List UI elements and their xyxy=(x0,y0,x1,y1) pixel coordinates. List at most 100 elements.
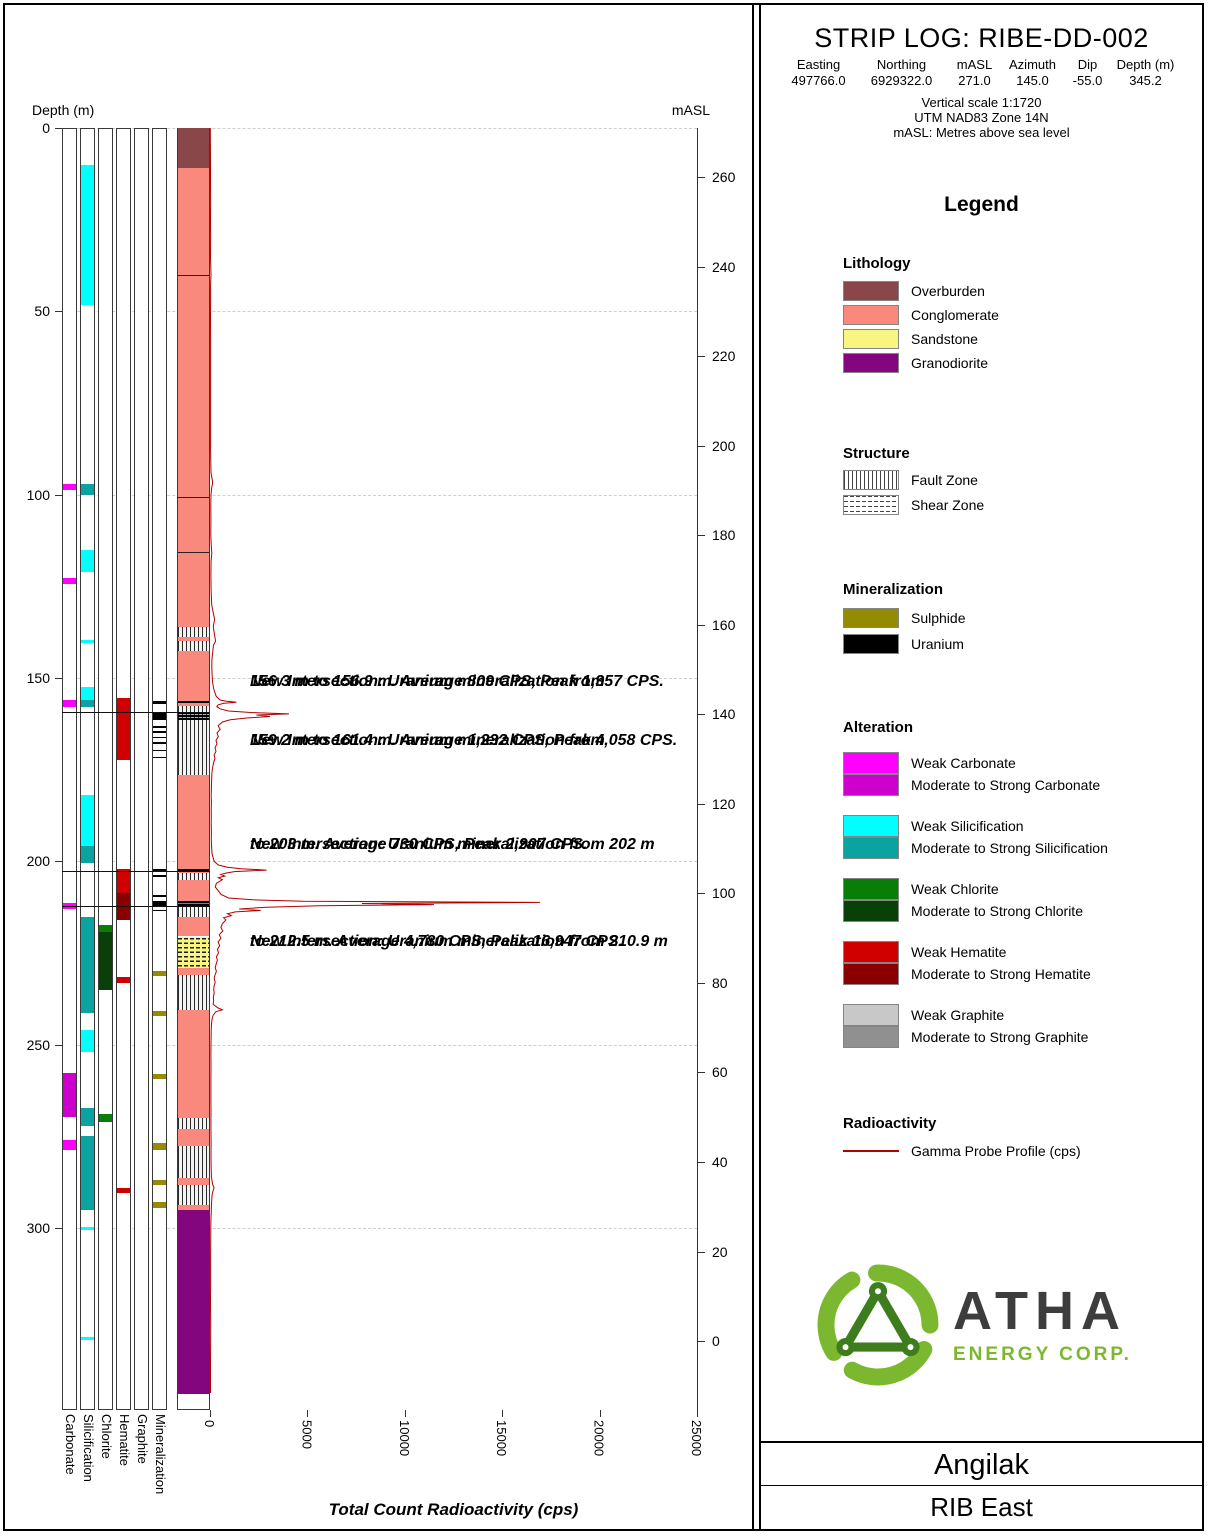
track-interval xyxy=(81,639,94,644)
structure-legend-items: Fault Zone Shear Zone xyxy=(843,470,984,515)
legend-item-shear-zone: Shear Zone xyxy=(843,495,984,515)
fault-zone-band xyxy=(178,640,209,651)
lithology-interval xyxy=(178,128,209,169)
legend-item-weak-chlorite: Weak Chlorite xyxy=(843,878,1108,900)
track-label: Silicification xyxy=(81,1414,96,1482)
x-tick xyxy=(697,1410,698,1417)
track-interval xyxy=(153,742,166,744)
weak-carbonate-swatch xyxy=(843,752,899,774)
alteration-heading: Alteration xyxy=(843,719,914,736)
legend-item-label: Moderate to Strong Silicification xyxy=(911,840,1108,856)
legend-item-label: Weak Hematite xyxy=(911,944,1007,960)
masl-tick xyxy=(697,1161,705,1163)
fault-zone-swatch xyxy=(843,470,899,490)
marker-line xyxy=(62,712,210,714)
strong-silicification-swatch xyxy=(843,837,899,859)
masl-tick-label: 180 xyxy=(712,527,736,544)
masl-tick xyxy=(697,624,705,626)
weak-graphite-swatch xyxy=(843,1004,899,1026)
atha-subtitle: ENERGY CORP. xyxy=(953,1344,1132,1365)
track-interval xyxy=(153,868,166,873)
weak-chlorite-swatch xyxy=(843,878,899,900)
track-interval xyxy=(81,1108,94,1127)
masl-tick-label: 20 xyxy=(712,1243,728,1260)
track-label: Chlorite xyxy=(99,1414,114,1459)
track-interval xyxy=(117,976,130,984)
footer-divider-top xyxy=(761,1441,1202,1443)
track-interval xyxy=(153,1074,166,1080)
annotation-line: New Intersection: Uranium mineralization… xyxy=(250,835,655,853)
depth-tick-label: 150 xyxy=(26,670,50,686)
panel-divider-line xyxy=(752,5,754,1531)
track-label: Mineralization xyxy=(153,1414,168,1495)
x-tick xyxy=(502,1410,504,1417)
masl-tick-label: 100 xyxy=(712,885,736,902)
track-interval xyxy=(153,895,166,897)
depth-gridline xyxy=(62,1228,697,1229)
track-interval xyxy=(153,909,166,912)
project-name: Angilak xyxy=(933,1449,1030,1481)
uranium-band xyxy=(178,901,209,908)
fault-zone-band xyxy=(178,907,209,918)
track-interval xyxy=(81,1337,94,1340)
track-interval xyxy=(153,901,166,908)
field-label-northing: Northing xyxy=(876,57,927,72)
page-border xyxy=(3,3,1204,1531)
track-column xyxy=(80,128,95,1410)
strong-graphite-swatch xyxy=(843,1026,899,1048)
masl-tick-label: 0 xyxy=(712,1333,720,1350)
field-value-azimuth: 145.0 xyxy=(1016,73,1049,88)
masl-tick xyxy=(697,1072,705,1074)
masl-tick-label: 220 xyxy=(712,348,736,365)
depth-tick-label: 50 xyxy=(34,303,50,320)
field-value-masl: 271.0 xyxy=(958,73,991,88)
marker-line xyxy=(62,906,210,908)
fault-zone-band xyxy=(178,1118,209,1129)
legend-item-label: Weak Chlorite xyxy=(911,881,999,897)
field-value-depth: 345.2 xyxy=(1129,73,1162,88)
depth-axis-title: Depth (m) xyxy=(32,102,95,118)
alteration-group-chlorite: Weak Chlorite Moderate to Strong Chlorit… xyxy=(843,878,1108,922)
fault-zone-band xyxy=(178,975,209,1010)
atha-logo: ATHA ENERGY CORP. xyxy=(813,1260,1132,1390)
header-table-values: 497766.0 6929322.0 271.0 145.0 -55.0 345… xyxy=(761,73,1202,88)
legend-item-label: Moderate to Strong Chlorite xyxy=(911,903,1083,919)
x-tick-label: 15000 xyxy=(494,1420,510,1457)
masl-tick-label: 200 xyxy=(712,437,736,454)
depth-tick xyxy=(55,1044,62,1046)
track-column xyxy=(152,128,167,1410)
alteration-group-silicification: Weak Silicification Moderate to Strong S… xyxy=(843,815,1108,859)
depth-gridline xyxy=(62,678,697,679)
annotation-line: New Intersection: Uranium mineralization… xyxy=(250,732,605,750)
depth-gridline xyxy=(62,494,697,496)
lithology-legend-items: Overburden Conglomerate Sandstone Granod… xyxy=(843,281,999,373)
legend-item-conglomerate: Conglomerate xyxy=(843,305,999,325)
track-interval xyxy=(153,1010,166,1017)
legend-item-uranium: Uranium xyxy=(843,634,966,654)
shear-zone-band xyxy=(178,938,209,968)
track-interval xyxy=(81,550,94,573)
masl-tick-label: 40 xyxy=(712,1153,728,1170)
depth-gridline xyxy=(62,311,697,313)
fault-zone-band xyxy=(178,873,209,880)
depth-gridline xyxy=(62,1044,697,1046)
footer-divider-mid xyxy=(761,1485,1202,1486)
depth-tick xyxy=(55,678,62,679)
depth-tick-label: 200 xyxy=(26,853,50,870)
field-value-easting: 497766.0 xyxy=(791,73,846,88)
annotation-line: to 203 m. Average 730 CPS, Peak 2,907 CP… xyxy=(250,835,588,853)
masl-tick-label: 80 xyxy=(712,974,728,991)
weak-hematite-swatch xyxy=(843,941,899,963)
track-interval xyxy=(81,1227,94,1230)
masl-tick xyxy=(697,982,705,984)
track-interval xyxy=(153,1179,166,1186)
track-interval xyxy=(63,902,76,909)
masl-tick-label: 120 xyxy=(712,795,736,812)
legend-item-label: Uranium xyxy=(911,636,964,652)
track-interval xyxy=(63,1140,76,1150)
track-label: Carbonate xyxy=(63,1414,78,1475)
x-tick-label: 25000 xyxy=(689,1420,704,1457)
legend-item-overburden: Overburden xyxy=(843,281,999,301)
x-tick xyxy=(307,1410,309,1417)
track-interval xyxy=(81,795,94,846)
